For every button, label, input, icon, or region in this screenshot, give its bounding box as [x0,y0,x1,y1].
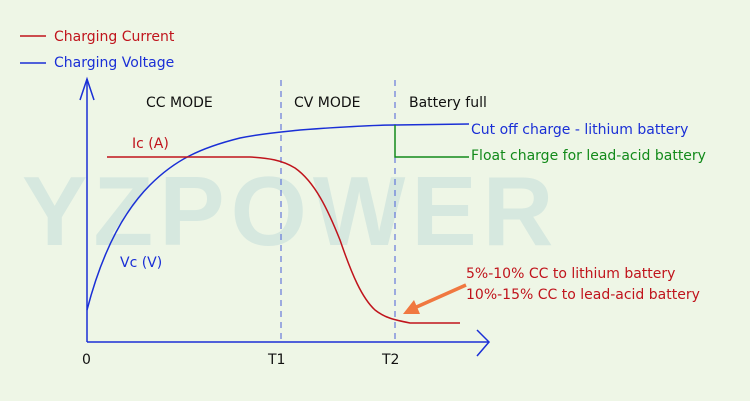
current-curve-label: Ic (A) [132,136,169,152]
zone-cv-label: CV MODE [294,95,361,111]
watermark: YZPOWER [22,156,559,266]
voltage-curve-label: Vc (V) [120,255,162,271]
t1-label: T1 [267,352,285,368]
lithium-cc-annotation: 5%-10% CC to lithium battery [466,266,675,282]
float-annotation: Float charge for lead-acid battery [471,148,706,164]
y-axis-arrow [79,76,95,101]
origin-label: 0 [82,352,91,368]
t2-label: T2 [381,352,399,368]
lead-cc-annotation: 10%-15% CC to lead-acid battery [466,287,700,303]
voltage-curve [86,123,470,311]
zone-cc-label: CC MODE [146,95,213,111]
x-axis-arrow [476,329,491,357]
legend-voltage-label: Charging Voltage [54,55,174,71]
zone-full-label: Battery full [409,95,487,111]
legend-current-label: Charging Current [54,29,175,45]
annotation-arrow [403,283,467,314]
cutoff-annotation: Cut off charge - lithium battery [471,122,688,138]
axes [79,76,491,357]
float-charge-line [394,125,469,158]
current-curve [107,156,460,324]
